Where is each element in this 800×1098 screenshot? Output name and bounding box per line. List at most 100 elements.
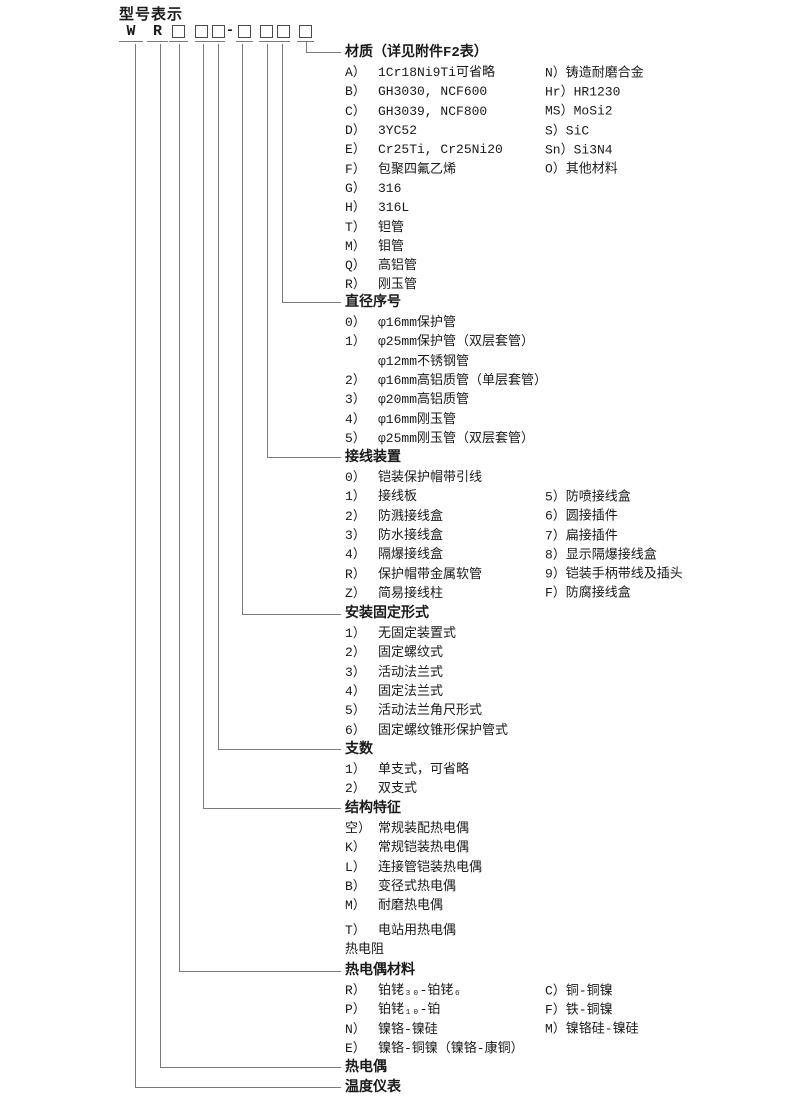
list-item: R） 刚玉管 (345, 275, 790, 294)
item-second-column: 7）扁接插件 (545, 528, 618, 544)
list-item: L） 连接管铠装热电偶 (345, 858, 790, 877)
item-label: 包聚四氟乙烯 (378, 161, 457, 177)
code-letter-r: R (152, 23, 162, 40)
section-structure-feature: 结构特征 空） 常规装配热电偶 K） 常规铠装热电偶 L） 连接管铠装热电偶 B） 变径式热电偶… (345, 800, 790, 959)
item-code: B） (345, 879, 366, 895)
item-label: 3YC52 (378, 123, 418, 139)
item-code: R） (345, 983, 366, 999)
code-box (259, 25, 273, 38)
section-title: 直径序号 (345, 295, 401, 311)
connector-element-count (218, 44, 341, 750)
item-code: 6） (345, 722, 366, 738)
item-label: φ12mm不锈钢管 (378, 353, 470, 369)
item-label: 铂铑₃₀-铂铑₆ (378, 983, 462, 999)
section-title: 安装固定形式 (345, 606, 429, 622)
item-label: φ16mm刚玉管 (378, 411, 457, 427)
section-title: 结构特征 (345, 801, 401, 817)
item-second-column: C）铜-铜镍 (545, 983, 613, 999)
page-title: 型号表示 (119, 7, 184, 24)
item-label: 无固定装置式 (378, 626, 457, 642)
item-label: 常规铠装热电偶 (378, 840, 470, 856)
item-label: 常规装配热电偶 (378, 821, 470, 837)
list-item: 2） φ16mm高铝质管（单层套管） (345, 371, 790, 390)
item-label: 保护帽带金属软管 (378, 566, 483, 582)
item-code: P） (345, 1002, 366, 1018)
item-code: 2） (345, 781, 366, 797)
item-code: 4） (345, 684, 366, 700)
item-code: 3） (345, 392, 366, 408)
list-item: 2） 固定螺纹式 (345, 643, 790, 662)
item-label: 防溅接线盒 (378, 508, 444, 524)
code-letter-r-group: R (147, 23, 168, 42)
section-title: 接线装置 (345, 450, 401, 466)
item-code: H） (345, 200, 366, 216)
item-second-column: 5）防喷接线盒 (545, 489, 631, 505)
item-second-column: 9）铠装手柄带线及插头 (545, 566, 683, 582)
list-item: M） 耐磨热电偶 (345, 896, 790, 915)
item-code: 4） (345, 411, 366, 427)
list-item: T） 电站用热电偶 (345, 920, 790, 939)
item-code: 4） (345, 547, 366, 563)
item-code: 0） (345, 470, 366, 486)
item-label: 活动法兰式 (378, 664, 444, 680)
item-code: D） (345, 123, 366, 139)
list-item: H） 316L (345, 198, 790, 217)
list-item: R） 铂铑₃₀-铂铑₆ C）铜-铜镍 (345, 981, 790, 1000)
item-second-column: F）铁-铜镍 (545, 1002, 613, 1018)
code-box-group-5 (297, 25, 314, 42)
item-label: 刚玉管 (378, 277, 418, 293)
list-item: 2） 双支式 (345, 779, 790, 798)
code-box (195, 25, 208, 38)
section-title: 支数 (345, 742, 373, 758)
item-label: 钼管 (378, 238, 405, 254)
item-label: 固定法兰式 (378, 684, 444, 700)
code-hyphen: - (225, 23, 235, 39)
connector-mounting-type (242, 44, 341, 615)
item-label: 接线板 (378, 489, 418, 505)
section-title: 热电偶材料 (345, 963, 415, 979)
item-code: N） (345, 1021, 366, 1037)
item-label: Cr25Ti, Cr25Ni20 (378, 142, 503, 158)
item-code: 2） (345, 373, 366, 389)
code-box-group-3 (236, 25, 253, 42)
code-box (172, 25, 185, 38)
item-label: 固定螺纹锥形保护管式 (378, 722, 509, 738)
list-item: E） 镍铬-铜镍（镍铬-康铜） (345, 1039, 790, 1058)
section-element-count: 支数 1） 单支式，可省略 2） 双支式 (345, 741, 790, 799)
item-code: T） (345, 219, 366, 235)
list-item: 4） 固定法兰式 (345, 682, 790, 701)
connector-temperature-instrument (135, 44, 341, 1088)
list-item: 3） 防水接线盒 7）扁接插件 (345, 526, 790, 545)
list-item: Q） 高铝管 (345, 256, 790, 275)
connector-terminal-device (267, 44, 341, 458)
item-label: 固定螺纹式 (378, 645, 444, 661)
item-code: Z） (345, 585, 366, 601)
item-code: 3） (345, 528, 366, 544)
list-item: 1） 无固定装置式 (345, 624, 790, 643)
item-code: 1） (345, 489, 366, 505)
item-code: 2） (345, 508, 366, 524)
list-item: R） 保护帽带金属软管 9）铠装手柄带线及插头 (345, 564, 790, 583)
item-label: 活动法兰角尺形式 (378, 703, 483, 719)
list-item: C） GH3039, NCF800 MS）MoSi2 (345, 102, 790, 121)
list-item: T） 钽管 (345, 217, 790, 236)
item-code: 1） (345, 626, 366, 642)
item-label: 热电阻 (345, 941, 385, 957)
item-code: 1） (345, 762, 366, 778)
connector-thermocouple (160, 44, 341, 1068)
item-second-column: M）镍铬硅-镍硅 (545, 1021, 639, 1037)
item-code: 2） (345, 645, 366, 661)
list-item: Z） 简易接线柱 F）防腐接线盒 (345, 584, 790, 603)
list-item: 3） 活动法兰式 (345, 663, 790, 682)
item-code: 1） (345, 334, 366, 350)
list-item: 1） φ25mm保护管（双层套管） (345, 332, 790, 351)
section-thermocouple: 热电偶 (345, 1059, 790, 1078)
item-label: φ16mm保护管 (378, 315, 457, 331)
item-label: 316L (378, 200, 410, 216)
list-item: 热电阻 (345, 940, 790, 959)
list-item: M） 钼管 (345, 237, 790, 256)
item-label: 镍铬-铜镍（镍铬-康铜） (378, 1041, 524, 1057)
item-code: B） (345, 84, 366, 100)
list-item: 1） 接线板 5）防喷接线盒 (345, 487, 790, 506)
